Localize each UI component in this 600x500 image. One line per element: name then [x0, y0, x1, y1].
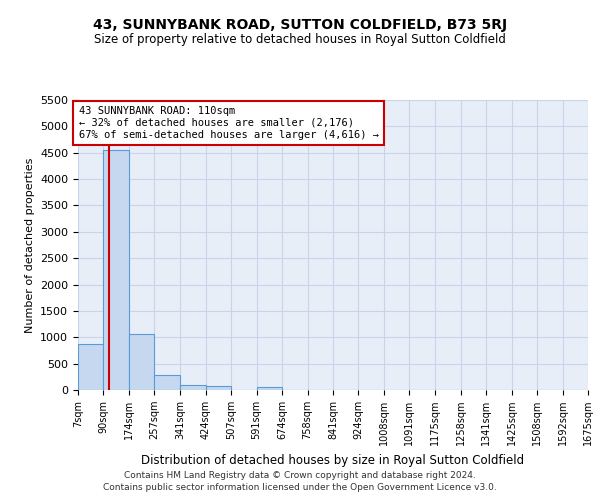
Y-axis label: Number of detached properties: Number of detached properties: [25, 158, 35, 332]
Bar: [154, 375, 180, 390]
Bar: [205, 386, 231, 390]
Bar: [78, 344, 103, 390]
Text: Size of property relative to detached houses in Royal Sutton Coldfield: Size of property relative to detached ho…: [94, 32, 506, 46]
Bar: [180, 386, 205, 390]
Text: Contains public sector information licensed under the Open Government Licence v3: Contains public sector information licen…: [103, 484, 497, 492]
X-axis label: Distribution of detached houses by size in Royal Sutton Coldfield: Distribution of detached houses by size …: [142, 454, 524, 466]
Bar: [129, 334, 154, 390]
Bar: [103, 150, 129, 390]
Bar: [257, 386, 282, 390]
Text: 43 SUNNYBANK ROAD: 110sqm
← 32% of detached houses are smaller (2,176)
67% of se: 43 SUNNYBANK ROAD: 110sqm ← 32% of detac…: [79, 106, 379, 140]
Text: 43, SUNNYBANK ROAD, SUTTON COLDFIELD, B73 5RJ: 43, SUNNYBANK ROAD, SUTTON COLDFIELD, B7…: [93, 18, 507, 32]
Text: Contains HM Land Registry data © Crown copyright and database right 2024.: Contains HM Land Registry data © Crown c…: [124, 471, 476, 480]
